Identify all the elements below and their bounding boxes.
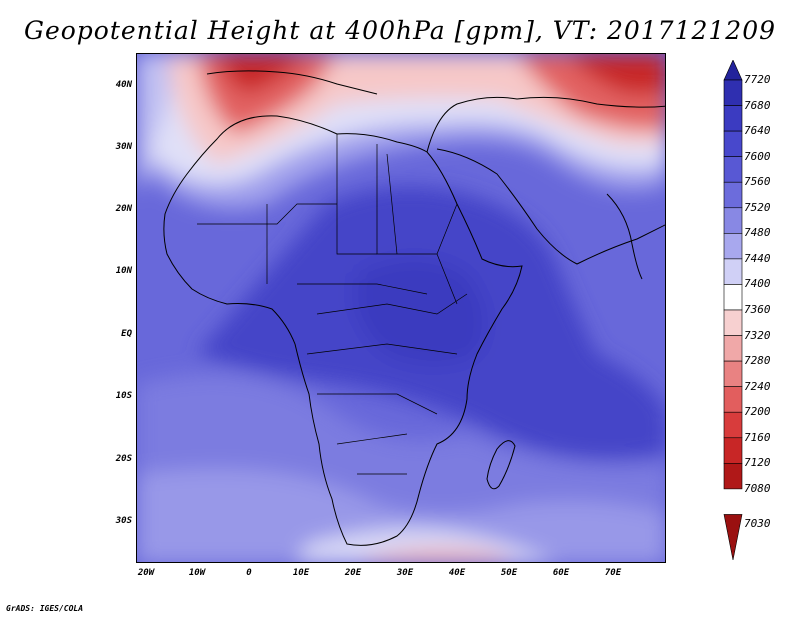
lon-label-50e: 50E (500, 568, 518, 578)
colorbar-label: 7520 (744, 200, 771, 214)
india-coast (606, 193, 643, 280)
colorbar-swatch (723, 360, 743, 387)
colorbar-swatch (723, 463, 743, 490)
lat-label-eq: EQ (121, 329, 132, 339)
chart-title: Geopotential Height at 400hPa [gpm], VT:… (23, 16, 777, 45)
lon-label-40e: 40E (448, 568, 466, 578)
height-field-map (137, 54, 665, 562)
lon-label-60e: 60E (552, 568, 570, 578)
lat-label-10n: 10N (115, 266, 132, 276)
colorbar-swatch (723, 233, 743, 260)
colorbar-label: 7280 (744, 354, 771, 368)
lon-label-20w: 20W (137, 568, 155, 578)
colorbar-swatch (723, 207, 743, 234)
lat-label-20n: 20N (115, 204, 132, 214)
lat-label-20s: 20S (115, 454, 132, 464)
shaded-contours (137, 54, 665, 562)
credit-text: GrADS: IGES/COLA (6, 604, 84, 613)
colorbar-label: 7320 (744, 328, 771, 342)
lon-label-30e: 30E (396, 568, 414, 578)
colorbar-swatch (723, 284, 743, 311)
map-panel (136, 53, 666, 563)
colorbar-label: 7720 (744, 73, 771, 86)
lon-label-70e: 70E (604, 568, 622, 578)
colorbar-label: 7440 (744, 251, 771, 265)
colorbar-label: 7160 (744, 430, 771, 444)
colorbar-swatch (723, 386, 743, 413)
lat-label-30n: 30N (115, 142, 132, 152)
colorbar-swatch (723, 156, 743, 183)
country-borders (197, 134, 468, 475)
colorbar-label: 7080 (744, 481, 771, 495)
colorbar-swatch (723, 130, 743, 157)
colorbar-swatch (723, 258, 743, 285)
colorbar-label: 7680 (744, 98, 771, 112)
colorbar-swatch (723, 514, 743, 560)
colorbar-label: 7480 (744, 226, 771, 240)
africa-coastline (163, 70, 665, 546)
colorbar-label: 7240 (744, 379, 771, 393)
colorbar-label: 7400 (744, 277, 771, 291)
lat-label-30s: 30S (115, 516, 132, 526)
colorbar-swatch (723, 181, 743, 209)
colorbar-label: 7600 (744, 149, 771, 163)
lon-label-0: 0 (246, 568, 252, 578)
colorbar-label: 7560 (744, 175, 771, 189)
colorbar-label: 7030 (744, 517, 771, 531)
colorbar-swatch (723, 60, 743, 81)
colorbar-swatch (723, 309, 743, 336)
colorbar-label: 7200 (744, 405, 771, 419)
colorbar (723, 60, 743, 560)
colorbar-label: 7120 (744, 456, 771, 470)
madagascar-outline (486, 440, 516, 490)
lon-label-10e: 10E (292, 568, 310, 578)
colorbar-swatch (723, 79, 743, 106)
lon-label-20e: 20E (344, 568, 362, 578)
lat-label-10s: 10S (115, 391, 132, 401)
colorbar-swatch (723, 411, 743, 439)
colorbar-label: 7360 (744, 303, 771, 316)
colorbar-label: 7640 (744, 124, 771, 138)
lon-label-10w: 10W (188, 568, 206, 578)
colorbar-swatch (723, 335, 743, 362)
colorbar-swatch (723, 105, 743, 132)
lat-label-40n: 40N (115, 80, 132, 90)
colorbar-swatch (723, 437, 743, 464)
